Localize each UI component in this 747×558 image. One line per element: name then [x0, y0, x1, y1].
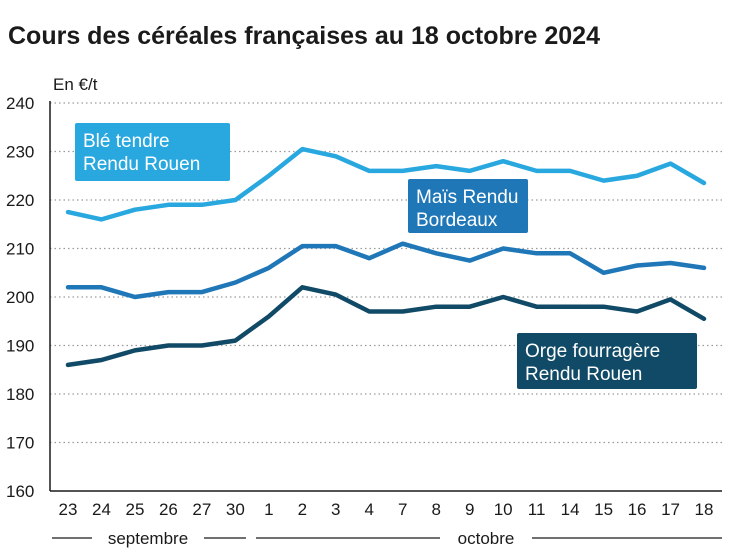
- series-label-mais-line-1: Maïs Rendu: [416, 187, 518, 208]
- y-tick-label-220: 220: [6, 191, 34, 210]
- series-label-orge-line-2: Rendu Rouen: [525, 364, 642, 385]
- series-line-ble: [65, 146, 707, 222]
- x-tick-label-15: 15: [594, 500, 613, 519]
- series-label-ble-line-2: Rendu Rouen: [83, 154, 200, 175]
- y-tick-label-210: 210: [6, 240, 34, 259]
- y-tick-label-240: 240: [6, 94, 34, 113]
- x-tick-label-17: 17: [661, 500, 680, 519]
- series-line-mais: [65, 241, 707, 300]
- x-tick-label-14: 14: [561, 500, 580, 519]
- series-label-box-mais: [408, 179, 528, 233]
- x-tick-label-10: 10: [494, 500, 513, 519]
- x-tick-label-25: 25: [125, 500, 144, 519]
- x-tick-label-2: 2: [298, 500, 307, 519]
- x-tick-label-30: 30: [226, 500, 245, 519]
- series-line-orge: [65, 285, 707, 368]
- y-tick-label-230: 230: [6, 143, 34, 162]
- x-tick-label-4: 4: [365, 500, 374, 519]
- y-axis-label: En €/t: [53, 75, 98, 94]
- x-tick-label-26: 26: [159, 500, 178, 519]
- x-tick-label-27: 27: [192, 500, 211, 519]
- y-tick-label-170: 170: [6, 434, 34, 453]
- x-tick-label-1: 1: [264, 500, 273, 519]
- series-label-box-ble: [75, 123, 230, 181]
- x-tick-label-9: 9: [465, 500, 474, 519]
- month-label-septembre: septembre: [108, 529, 188, 548]
- x-tick-label-18: 18: [695, 500, 714, 519]
- y-tick-label-200: 200: [6, 288, 34, 307]
- y-tick-label-180: 180: [6, 385, 34, 404]
- x-tick-label-3: 3: [331, 500, 340, 519]
- series-label-ble-line-1: Blé tendre: [83, 131, 170, 152]
- month-label-octobre: octobre: [458, 529, 515, 548]
- chart-title: Cours des céréales françaises au 18 octo…: [8, 22, 600, 50]
- x-tick-label-7: 7: [398, 500, 407, 519]
- x-tick-label-23: 23: [59, 500, 78, 519]
- x-tick-label-11: 11: [528, 500, 546, 519]
- series-label-box-orge: [517, 333, 697, 389]
- x-tick-label-16: 16: [628, 500, 647, 519]
- x-tick-label-24: 24: [92, 500, 111, 519]
- x-tick-label-8: 8: [431, 500, 440, 519]
- series-label-mais-line-2: Bordeaux: [416, 210, 498, 231]
- y-tick-label-190: 190: [6, 337, 34, 356]
- series-label-orge-line-1: Orge fourragère: [525, 341, 660, 362]
- y-tick-label-160: 160: [6, 482, 34, 501]
